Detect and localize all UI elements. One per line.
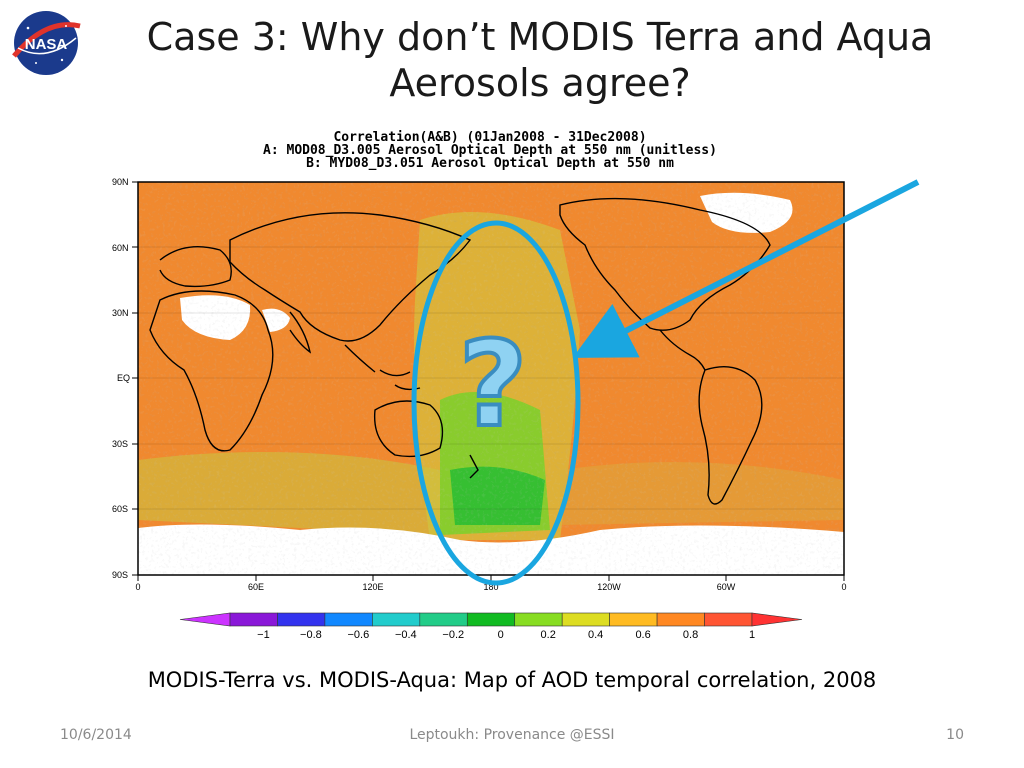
colorbar-label: −0.6 [348, 629, 370, 641]
footer-page-number: 10 [946, 727, 964, 743]
slide-caption: MODIS-Terra vs. MODIS-Aqua: Map of AOD t… [147, 668, 877, 692]
map-title-line: A: MOD08_D3.005 Aerosol Optical Depth at… [263, 143, 717, 158]
lat-label: 60S [112, 504, 128, 514]
lat-label: 90N [112, 177, 129, 187]
annotation-arrow [572, 179, 920, 358]
colorbar-swatch [609, 612, 658, 627]
colorbar-swatch [514, 612, 563, 627]
slide-title-line2: Aerosols agree? [389, 61, 691, 105]
colorbar-label: −0.8 [300, 629, 322, 641]
colorbar-label: 0.2 [541, 629, 556, 641]
question-mark-icon: ? [459, 315, 527, 453]
lon-label: 120W [597, 582, 621, 592]
lon-label: 0 [135, 582, 140, 592]
colorbar-label: 0 [498, 629, 504, 641]
slide-title-line1: Case 3: Why don’t MODIS Terra and Aqua [146, 15, 934, 59]
nasa-logo-text: NASA [25, 36, 68, 53]
colorbar-max-triangle [751, 612, 803, 627]
colorbar-label: −0.2 [442, 629, 464, 641]
colorbar: −1 −0.8 −0.6 −0.4 −0.2 0 0.2 0.4 0.6 0.8 1 [179, 612, 803, 641]
colorbar-swatch [656, 612, 705, 627]
slide-title: Case 3: Why don’t MODIS Terra and Aqua A… [120, 14, 960, 106]
colorbar-swatch [277, 612, 326, 627]
highlight-ellipse [411, 220, 581, 586]
lon-label: 180 [483, 582, 498, 592]
nasa-logo: NASA [12, 11, 81, 75]
lat-label: 30N [112, 308, 129, 318]
colorbar-label: 0.6 [635, 629, 650, 641]
colorbar-swatch [324, 612, 373, 627]
map-title-line: B: MYD08_D3.051 Aerosol Optical Depth at… [306, 156, 674, 171]
lat-label: EQ [117, 373, 130, 383]
footer-author: Leptoukh: Provenance @ESSI [409, 727, 615, 743]
colorbar-swatch [704, 612, 753, 627]
map-plot-area [138, 182, 844, 575]
lon-label: 120E [362, 582, 383, 592]
lon-label: 0 [841, 582, 846, 592]
colorbar-swatch [372, 612, 421, 627]
lon-label: 60E [248, 582, 264, 592]
colorbar-label: −1 [257, 629, 270, 641]
colorbar-label: −0.4 [395, 629, 417, 641]
footer-date: 10/6/2014 [60, 727, 132, 743]
lat-label: 90S [112, 570, 128, 580]
colorbar-min-triangle [179, 612, 231, 627]
map-title: Correlation(A&B) (01Jan2008 - 31Dec2008)… [170, 131, 810, 170]
map-graticule [138, 246, 844, 510]
latitude-axis: 90N 60N 30N EQ 30S 60S 90S [112, 177, 130, 580]
longitude-axis: 0 60E 120E 180 120W 60W 0 [135, 582, 846, 592]
map-title-line: Correlation(A&B) (01Jan2008 - 31Dec2008) [333, 130, 647, 145]
colorbar-swatch [466, 612, 516, 627]
colorbar-label: 1 [749, 629, 755, 641]
colorbar-swatch [561, 612, 610, 627]
colorbar-label: 0.8 [683, 629, 698, 641]
colorbar-label: 0.4 [588, 629, 603, 641]
colorbar-swatch [419, 612, 468, 627]
lat-label: 60N [112, 243, 129, 253]
colorbar-swatch [229, 612, 278, 627]
lon-label: 60W [717, 582, 736, 592]
lat-label: 30S [112, 439, 128, 449]
coastlines [149, 197, 771, 505]
